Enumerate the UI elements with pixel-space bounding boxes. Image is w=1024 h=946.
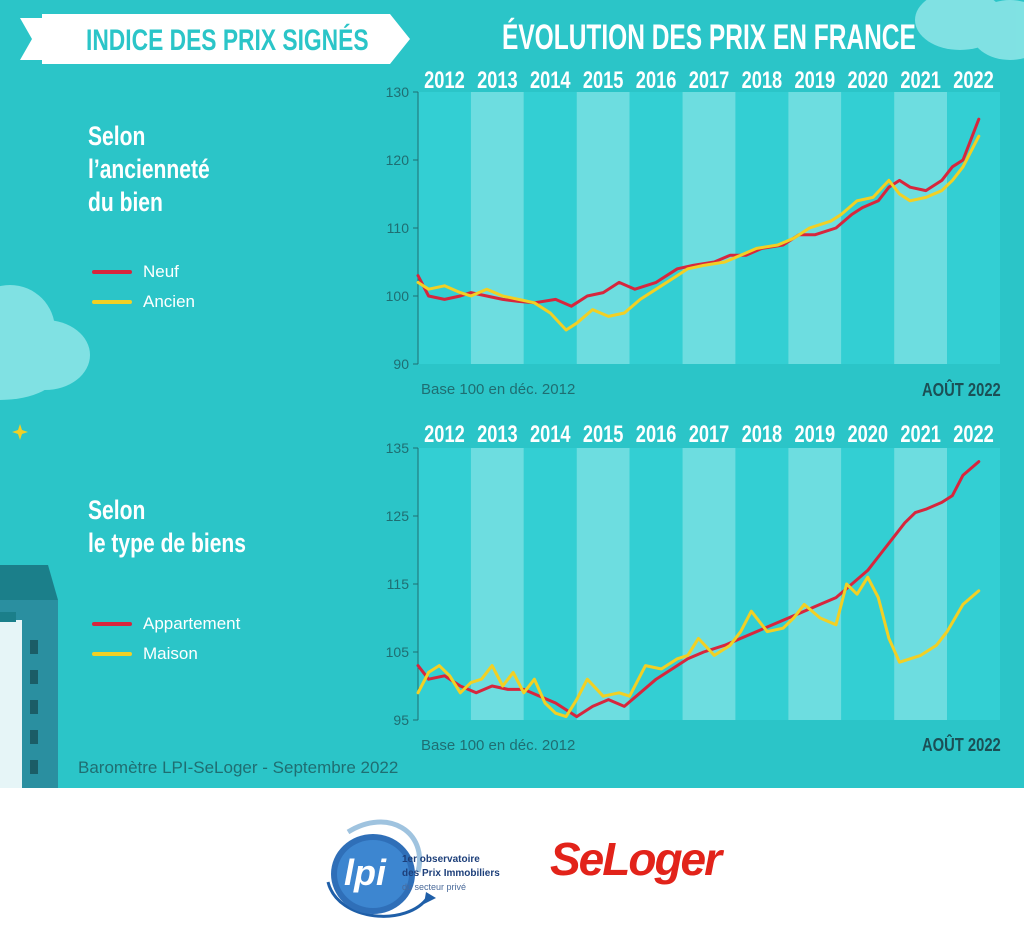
footer-credit: Baromètre LPI-SeLoger - Septembre 2022: [78, 758, 399, 777]
lpi-letters: lpi: [344, 852, 386, 893]
year-label: 2018: [742, 67, 783, 94]
base-note: Base 100 en déc. 2012: [421, 737, 576, 754]
legend-swatch: [92, 270, 132, 274]
decorative-background: [0, 0, 1024, 788]
year-band: [470, 92, 524, 364]
y-tick-label: 135: [386, 440, 410, 456]
chart-type-biens: 2012 2013 2014 2015 2016 2017 2018 2019 2020 2021…: [386, 421, 1000, 728]
seloger-logo: SeLoger: [550, 833, 722, 885]
year-band: [735, 92, 789, 364]
y-tick-label: 90: [393, 356, 409, 372]
chart-anciennete: 2012 2013 2014 2015 2016 2017 2018 2019 2020 2021…: [386, 67, 1000, 372]
legend-swatch: [92, 300, 132, 304]
year-label: 2017: [689, 67, 730, 94]
year-label: 2013: [477, 421, 518, 448]
year-band: [523, 448, 577, 720]
series-line-maison: [416, 575, 981, 719]
base-note: Base 100 en déc. 2012: [421, 381, 576, 398]
lpi-line-1: 1er observatoire: [402, 854, 480, 865]
year-band: [576, 92, 630, 364]
year-label: 2012: [424, 421, 465, 448]
year-band: [788, 448, 842, 720]
year-band: [947, 448, 1000, 720]
banner-ribbon: [20, 14, 410, 64]
title-line: le type de biens: [88, 527, 247, 558]
year-label: 2018: [742, 421, 783, 448]
year-label: 2020: [847, 421, 888, 448]
year-band: [894, 448, 948, 720]
year-label: 2017: [689, 421, 730, 448]
title-line: du bien: [88, 186, 163, 217]
lpi-line-3: du secteur privé: [402, 882, 467, 892]
year-label: 2012: [424, 67, 465, 94]
year-band: [523, 92, 577, 364]
year-label: 2022: [953, 421, 994, 448]
legend-label: Appartement: [143, 614, 241, 633]
y-tick-label: 120: [386, 152, 410, 168]
section-title-anciennete: Selon l’ancienneté du bien: [88, 120, 210, 219]
y-tick-label: 100: [386, 288, 410, 304]
title-line: Selon: [88, 495, 146, 525]
year-label: 2021: [900, 421, 941, 448]
year-label: 2019: [795, 67, 836, 94]
year-band: [629, 448, 683, 720]
lpi-logo-graphic: [326, 819, 436, 918]
date-label: AOÛT 2022: [922, 380, 1001, 400]
year-label: 2013: [477, 67, 518, 94]
sparkle-icon: [12, 424, 28, 440]
building-icon: [0, 565, 58, 788]
year-label: 2016: [636, 421, 677, 448]
year-band: [841, 92, 895, 364]
year-band: [682, 448, 736, 720]
year-band: [735, 448, 789, 720]
title-line: Selon: [88, 121, 146, 151]
year-label: 2015: [583, 421, 624, 448]
cloud-icon: [915, 0, 1024, 60]
legend-label: Neuf: [143, 262, 179, 281]
lpi-logo: lpi 1er observatoire des Prix Immobilier…: [318, 812, 518, 932]
year-band: [947, 92, 1000, 364]
y-tick-label: 95: [393, 712, 409, 728]
series-line-ancien: [416, 134, 981, 332]
section-title-type-biens: Selon le type de biens: [88, 494, 246, 560]
year-label: 2016: [636, 67, 677, 94]
y-tick-label: 125: [386, 508, 410, 524]
legend-label: Maison: [143, 644, 198, 663]
year-band: [418, 92, 471, 364]
year-label: 2015: [583, 67, 624, 94]
banner-text: INDICE DES PRIX SIGNÉS: [86, 24, 369, 57]
cloud-icon: [0, 285, 90, 400]
y-tick-label: 130: [386, 84, 410, 100]
year-band: [682, 92, 736, 364]
year-band: [894, 92, 948, 364]
legend-swatch: [92, 622, 132, 626]
year-label: 2020: [847, 67, 888, 94]
y-tick-label: 115: [387, 576, 410, 592]
title-line: l’ancienneté: [88, 153, 210, 184]
infographic-panel: INDICE DES PRIX SIGNÉS ÉVOLUTION DES PRI…: [0, 0, 1024, 788]
series-line-neuf: [416, 117, 981, 308]
year-label: 2014: [530, 421, 571, 448]
year-label: 2014: [530, 67, 571, 94]
y-tick-label: 105: [386, 644, 410, 660]
year-label: 2021: [900, 67, 941, 94]
year-label: 2022: [953, 67, 994, 94]
legend-label: Ancien: [143, 292, 195, 311]
year-band: [629, 92, 683, 364]
year-band: [841, 448, 895, 720]
y-tick-label: 110: [387, 220, 410, 236]
lpi-line-2: des Prix Immobiliers: [402, 868, 500, 879]
year-band: [576, 448, 630, 720]
year-label: 2019: [795, 421, 836, 448]
date-label: AOÛT 2022: [922, 735, 1001, 755]
main-title: ÉVOLUTION DES PRIX EN FRANCE: [502, 18, 916, 57]
series-line-appartement: [416, 460, 981, 719]
legend-swatch: [92, 652, 132, 656]
